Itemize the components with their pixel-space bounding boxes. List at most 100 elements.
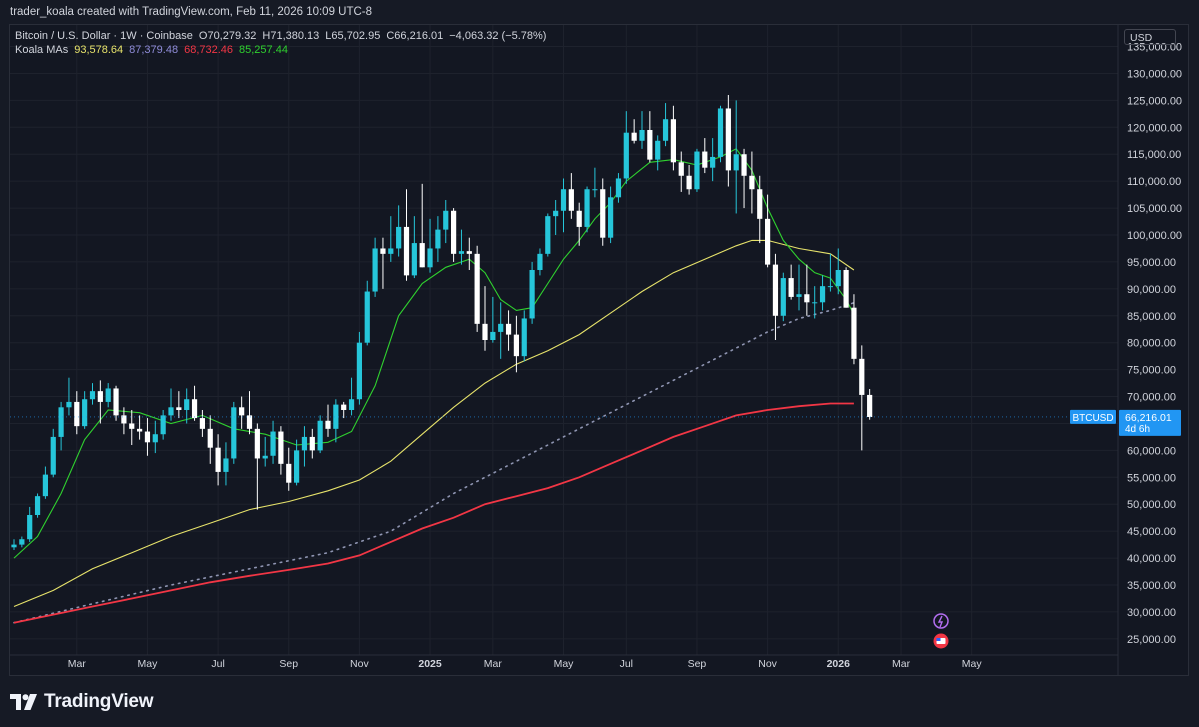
price-tick-label: 45,000.00 (1127, 526, 1176, 538)
price-tick-label: 25,000.00 (1127, 634, 1176, 646)
candle-body (733, 154, 739, 171)
candle-body (639, 130, 645, 141)
candle-body (176, 407, 182, 410)
indicator-name[interactable]: Koala MAs (15, 44, 69, 56)
candle-body (443, 210, 449, 230)
price-tick-label: 115,000.00 (1127, 149, 1181, 161)
price-tick-label: 30,000.00 (1127, 607, 1176, 619)
lightning-glyph-icon (937, 615, 944, 628)
time-tick-label: 2025 (418, 658, 442, 670)
candle-body (482, 323, 488, 340)
candle-body (372, 248, 378, 292)
candle-body (843, 270, 849, 308)
event-lightning-icon (933, 613, 949, 629)
candle-body (74, 401, 80, 427)
candle-body (647, 130, 653, 160)
ma-value-green: 85,257.44 (239, 44, 288, 56)
price-tag-value: 66,216.01 (1125, 412, 1172, 424)
time-tick-label: Mar (484, 658, 503, 670)
ohlc-high: H71,380.13 (262, 30, 320, 42)
candle-body (403, 226, 410, 276)
candle-body (608, 197, 614, 238)
candle-body (11, 544, 17, 548)
candle-body (97, 391, 103, 402)
candle-body (458, 251, 465, 254)
candle-body (396, 226, 402, 249)
candle-body (113, 388, 119, 416)
indicator-row: Koala MAs 93,578.64 87,379.48 68,732.46 … (15, 43, 546, 57)
candle-body (325, 420, 331, 429)
candle-body (804, 294, 810, 303)
candle-body (239, 407, 245, 416)
candle-body (309, 436, 315, 451)
candle-body (749, 175, 755, 190)
candle-body (419, 243, 425, 268)
candle-body (451, 210, 457, 254)
chart-frame[interactable] (9, 24, 1189, 676)
candle-body (42, 474, 48, 497)
time-tick-label: Sep (688, 658, 707, 670)
candle-body (160, 415, 166, 435)
ohlc-close: C66,216.01 (386, 30, 444, 42)
candle-body (191, 399, 198, 419)
candle-body (89, 391, 96, 400)
flag-canton-icon (936, 638, 941, 641)
candle-body (466, 251, 472, 254)
candle-body (380, 248, 386, 254)
candle-body (490, 331, 496, 340)
symbol-row: Bitcoin / U.S. Dollar · 1W · Coinbase O7… (15, 29, 546, 43)
candle-body (827, 286, 833, 288)
candle-body (121, 415, 127, 424)
candle-body (717, 108, 724, 157)
price-tick-label: 120,000.00 (1127, 122, 1182, 134)
candle-body (199, 418, 205, 429)
symbol-label[interactable]: Bitcoin / U.S. Dollar · 1W · Coinbase (15, 30, 193, 42)
price-tick-label: 75,000.00 (1127, 365, 1176, 377)
candle-body (82, 399, 88, 427)
candle-body (741, 154, 747, 176)
candle-body (655, 140, 661, 160)
candle-body (286, 463, 292, 483)
candle-body (294, 450, 300, 483)
candle-body (333, 404, 339, 429)
price-tick-label: 80,000.00 (1127, 338, 1176, 350)
candle-body (765, 218, 771, 265)
candle-body (662, 119, 669, 141)
candle-body (50, 436, 56, 475)
candle-body (129, 423, 135, 429)
ma-value-yellow: 93,578.64 (74, 44, 124, 56)
ma-green-line (13, 148, 855, 559)
ohlc-open: O70,279.32 (198, 30, 257, 42)
price-tick-label: 35,000.00 (1127, 580, 1176, 592)
candle-body (184, 399, 190, 410)
candle-body (58, 407, 64, 437)
candle-body (710, 156, 716, 168)
candle-body (678, 162, 684, 176)
candle-body (686, 175, 692, 190)
ohlc-low: L65,702.95 (325, 30, 381, 42)
candle-body (348, 399, 355, 410)
candle-body (592, 189, 598, 191)
series-group (10, 95, 1118, 624)
candle-body (411, 243, 417, 276)
candle-body (694, 151, 700, 190)
price-tick-label: 90,000.00 (1127, 284, 1176, 296)
time-tick-label: May (554, 658, 575, 670)
candle-body (529, 270, 535, 319)
candle-body (819, 286, 826, 303)
ma-value-purple: 87,379.48 (129, 44, 179, 56)
candle-body (859, 358, 865, 395)
price-tick-label: 130,000.00 (1127, 68, 1182, 80)
candle-body (812, 302, 818, 304)
price-tick-label: 40,000.00 (1127, 553, 1176, 565)
candle-body (66, 401, 72, 408)
candle-body (278, 431, 284, 464)
candle-body (521, 318, 527, 357)
symbol-tag-text: BTCUSD (1072, 413, 1113, 424)
price-tick-label: 100,000.00 (1127, 230, 1182, 242)
footer: TradingView (0, 676, 1199, 727)
ma-dotted-line (13, 302, 855, 624)
currency-selector[interactable]: USD (1124, 29, 1176, 45)
candle-body (341, 404, 347, 410)
